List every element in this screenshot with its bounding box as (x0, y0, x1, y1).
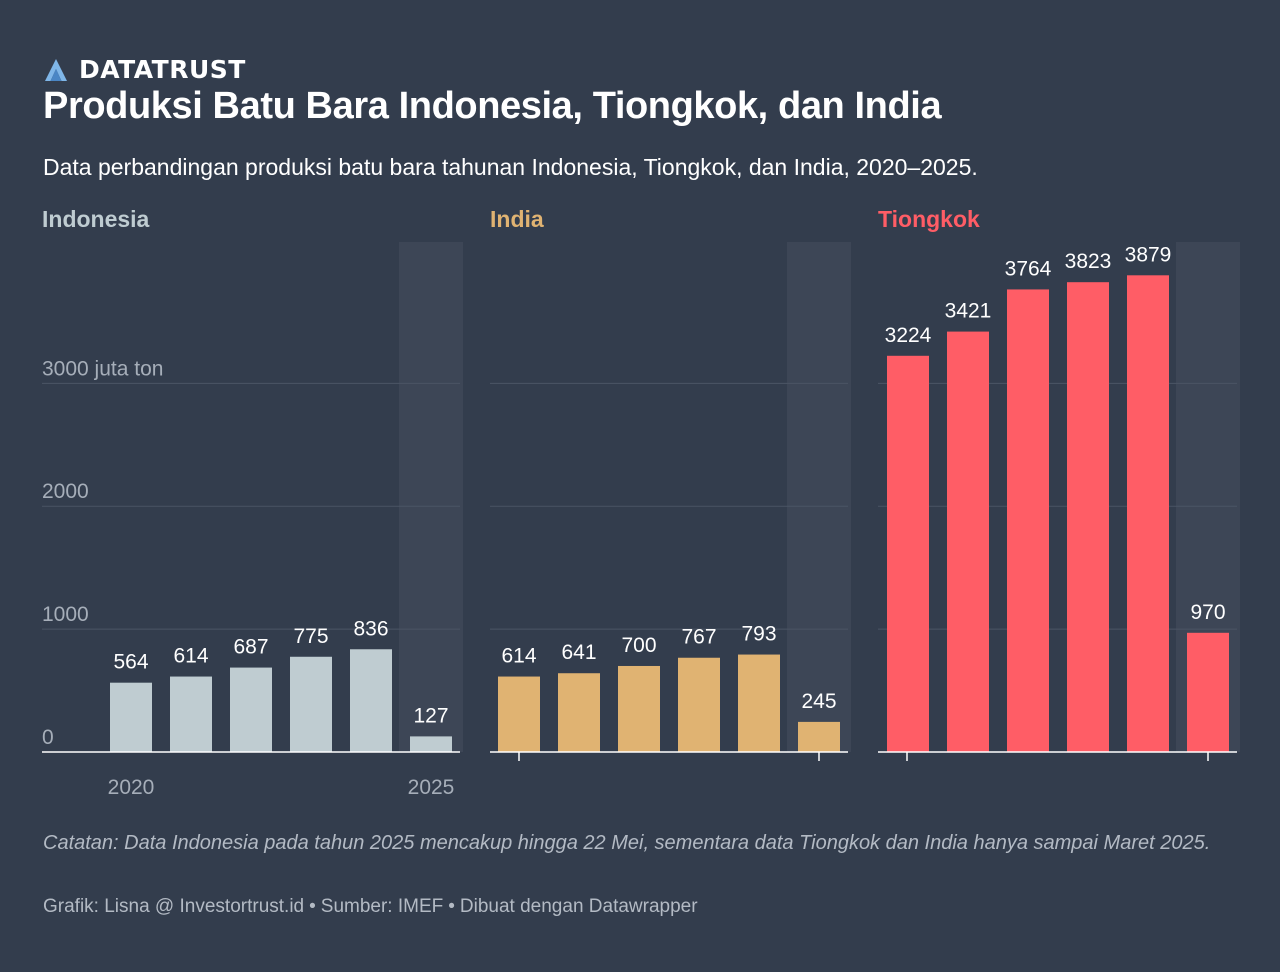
footer-separator: • (309, 896, 316, 917)
bar-indonesia-2024 (350, 649, 392, 752)
bar-india-2021 (558, 673, 600, 752)
bar-india-2022 (618, 665, 660, 752)
y-tick-label: 1000 (42, 603, 89, 626)
bar-tiongkok-2023 (1067, 282, 1109, 752)
coal-production-charts: 0 1000 2000 3000 juta ton Indonesia 564 614 687… (42, 206, 1237, 799)
x-tick-label: 2025 (408, 776, 455, 799)
bar-india-2025 (798, 721, 840, 752)
bar-tiongkok-2021 (947, 331, 989, 752)
bar-indonesia-2020 (110, 682, 152, 752)
page-subtitle: Data perbandingan produksi batu bara tah… (43, 154, 978, 180)
bar-india-2024 (738, 654, 780, 752)
highlight-band-india (787, 242, 851, 752)
chart-note: Catatan: Data Indonesia pada tahun 2025 … (43, 832, 1211, 854)
chart-footer: Grafik: Lisna @ Investortrust.id • Sumber:… (43, 896, 698, 918)
footer-separator: • (448, 896, 455, 917)
value-label: 127 (413, 704, 448, 727)
bar-tiongkok-2020 (887, 355, 929, 752)
value-label: 3823 (1065, 250, 1112, 273)
value-label: 245 (801, 690, 836, 713)
bar-tiongkok-2025 (1187, 632, 1229, 752)
value-label: 3421 (945, 300, 992, 323)
footer-tool: Dibuat dengan Datawrapper (459, 896, 698, 917)
value-label: 970 (1190, 601, 1225, 624)
panel-title-tiongkok: Tiongkok (878, 206, 980, 232)
bar-indonesia-2022 (230, 667, 272, 752)
value-label: 3764 (1005, 257, 1052, 280)
bar-india-2020 (498, 676, 540, 752)
bar-tiongkok-2022 (1007, 289, 1049, 752)
y-tick-label: 2000 (42, 480, 89, 503)
value-label: 614 (173, 645, 208, 668)
value-label: 793 (741, 623, 776, 646)
page-title: Produksi Batu Bara Indonesia, Tiongkok, … (43, 85, 942, 127)
bar-indonesia-2023 (290, 656, 332, 752)
value-label: 687 (233, 636, 268, 659)
bar-indonesia-2025 (410, 736, 452, 752)
value-label: 564 (113, 651, 148, 674)
value-label: 836 (353, 617, 388, 640)
brand-name: DATATRUST (79, 55, 246, 84)
footer-author: Grafik: Lisna @ Investortrust.id (43, 896, 305, 917)
x-tick-label: 2020 (108, 776, 155, 799)
bar-tiongkok-2024 (1127, 275, 1169, 752)
footer-source: Sumber: IMEF (320, 896, 444, 917)
value-label: 700 (621, 634, 656, 657)
value-label: 3224 (885, 324, 932, 347)
value-label: 614 (501, 645, 536, 668)
brand-logo: DATATRUST (43, 55, 246, 84)
value-label: 3879 (1125, 243, 1172, 266)
value-label: 641 (561, 641, 596, 664)
value-label: 767 (681, 626, 716, 649)
y-tick-label: 0 (42, 726, 54, 749)
panel-title-india: India (490, 206, 544, 232)
value-label: 775 (293, 625, 328, 648)
y-tick-label: 3000 juta ton (42, 357, 163, 380)
datatrust-logo-icon (45, 58, 67, 81)
panel-title-indonesia: Indonesia (42, 206, 150, 232)
bar-indonesia-2021 (170, 676, 212, 752)
bar-india-2023 (678, 657, 720, 752)
highlight-band-indonesia (399, 242, 463, 752)
